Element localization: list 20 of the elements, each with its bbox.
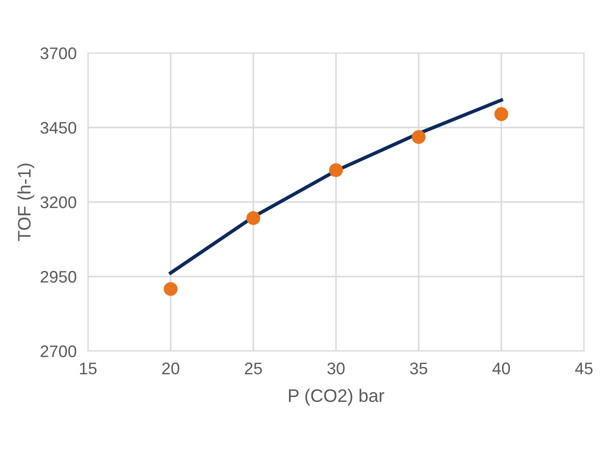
point — [164, 282, 178, 296]
line-series — [168, 98, 504, 275]
y-tick-label: 2700 — [40, 345, 76, 358]
y-tick-label: 3450 — [40, 122, 76, 134]
x-axis-title: P (CO2) bar — [288, 388, 384, 406]
x-tick-label: 25 — [244, 362, 262, 374]
x-tick-label: 20 — [162, 362, 180, 374]
x-tick-label: 35 — [410, 362, 428, 374]
point — [412, 130, 426, 144]
x-tick-label: 15 — [80, 362, 97, 374]
y-tick-label: 3700 — [40, 47, 76, 60]
x-tick-label: 30 — [327, 362, 345, 374]
x-tick-label: 45 — [575, 362, 593, 374]
point — [494, 107, 508, 121]
y-tick-label: 2950 — [40, 270, 76, 283]
point — [329, 163, 343, 178]
y-tick-label: 3200 — [40, 196, 76, 208]
x-tick-label: 40 — [492, 362, 510, 374]
y-axis-title: TOF (h-1) — [17, 164, 34, 242]
point — [246, 211, 260, 225]
